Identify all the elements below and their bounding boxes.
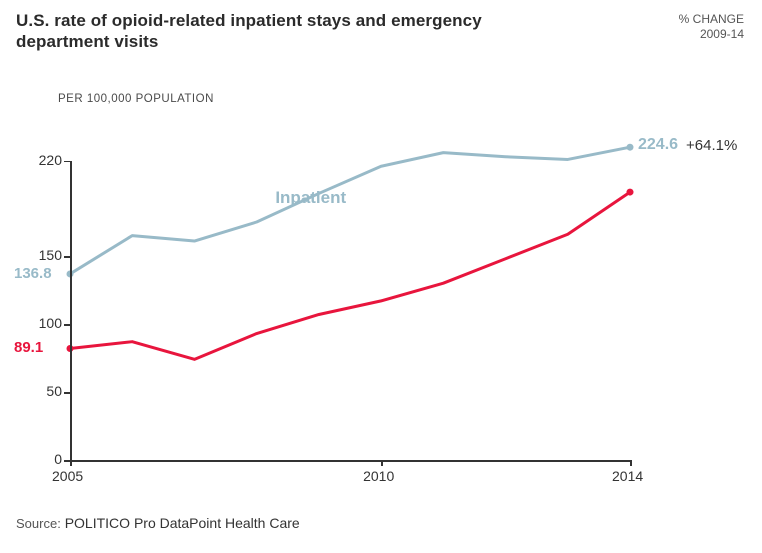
- y-axis-line: [70, 161, 72, 460]
- x-tick-label-2005: 2005: [52, 468, 83, 484]
- x-tick-mark-2005: [70, 460, 72, 466]
- source-word: Source:: [16, 516, 61, 531]
- start-label-inpatient: 136.8: [14, 265, 52, 282]
- plot-area: [70, 120, 630, 460]
- change-header-line1: % CHANGE: [679, 12, 744, 27]
- source-line: Source: POLITICO Pro DataPoint Health Ca…: [16, 515, 300, 531]
- y-tick-label-150: 150: [22, 247, 62, 263]
- y-tick-label-220: 220: [22, 152, 62, 168]
- start-label-ed: 89.1: [14, 339, 43, 356]
- y-axis-label: PER 100,000 POPULATION: [58, 93, 214, 105]
- y-tick-mark-50: [64, 392, 70, 394]
- change-label-inpatient: +64.1%: [686, 137, 737, 154]
- y-tick-label-50: 50: [22, 383, 62, 399]
- series-ed: [70, 192, 630, 359]
- x-tick-label-2014: 2014: [612, 468, 643, 484]
- x-tick-mark-2010: [381, 460, 383, 466]
- y-tick-mark-150: [64, 256, 70, 258]
- line-chart: [70, 120, 630, 460]
- y-tick-mark-220: [64, 161, 70, 163]
- x-tick-mark-2014: [630, 460, 632, 466]
- chart-title: U.S. rate of opioid-related inpatient st…: [16, 10, 576, 53]
- x-tick-label-2010: 2010: [363, 468, 394, 484]
- y-tick-mark-100: [64, 324, 70, 326]
- source-text: POLITICO Pro DataPoint Health Care: [65, 515, 300, 531]
- series-inpatient: [70, 147, 630, 274]
- marker-inpatient-end: [627, 144, 634, 151]
- change-header-line2: 2009-14: [679, 27, 744, 42]
- change-header: % CHANGE 2009-14: [679, 12, 744, 42]
- y-tick-label-100: 100: [22, 315, 62, 331]
- end-label-inpatient: 224.6: [638, 136, 678, 154]
- y-tick-label-0: 0: [22, 451, 62, 467]
- x-axis-line: [70, 460, 630, 462]
- marker-ed-end: [627, 189, 634, 196]
